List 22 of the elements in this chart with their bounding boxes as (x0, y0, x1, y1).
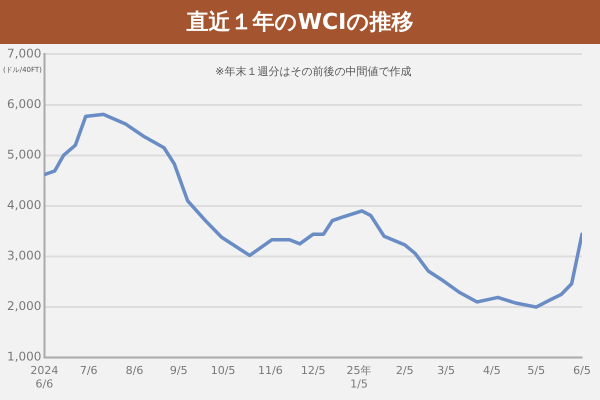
x-tick-label: 5/5 (527, 364, 546, 378)
x-tick-label: 8/6 (126, 364, 144, 378)
y-tick-label: 3,000 (6, 248, 42, 263)
x-tick-label: 9/5 (170, 364, 188, 378)
x-tick-label: 2/5 (396, 364, 414, 378)
y-tick-label: 7,000 (6, 46, 42, 60)
y-tick-label: 5,000 (6, 147, 42, 162)
y-tick-label: 2,000 (6, 299, 42, 314)
x-tick-label: 12/5 (300, 364, 326, 378)
x-tick-label: 10/5 (210, 364, 236, 378)
x-tick-label: 7/6 (80, 364, 98, 378)
y-tick-label: 4,000 (6, 198, 42, 212)
x-tick-label: 25年 1/5 (346, 364, 372, 390)
annotation: ※年末１週分はその前後の中間値で作成 (215, 65, 412, 78)
x-tick-label: 2024 6/6 (30, 364, 58, 390)
x-tick-label: 11/6 (258, 364, 283, 378)
y-tick-label: 1,000 (6, 350, 42, 364)
x-tick-label: 6/5 (573, 364, 591, 378)
y-tick-label: 6,000 (6, 96, 42, 111)
x-tick-label: 3/5 (437, 364, 455, 378)
chart-title: 直近１年のWCIの推移 (0, 0, 600, 44)
x-tick-label: 4/5 (483, 364, 501, 378)
